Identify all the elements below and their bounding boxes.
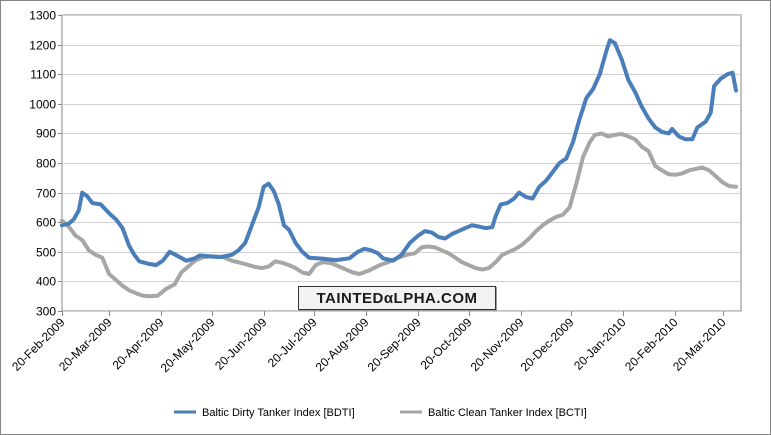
y-tick-label: 300: [36, 305, 56, 319]
y-axis-ticks: 300 400 500 600 700 800 900 1000 1100 1200 1300: [29, 9, 62, 319]
legend-label: Baltic Clean Tanker Index [BCTI]: [428, 407, 587, 419]
x-tick-label: 20-Jan-2010: [571, 315, 629, 373]
y-tick-label: 1300: [29, 9, 56, 23]
x-tick-label: 20-Aug-2009: [313, 315, 372, 374]
y-tick-label: 900: [36, 127, 56, 141]
y-tick-label: 1100: [30, 68, 56, 82]
gridlines: [61, 14, 742, 312]
y-tick-label: 700: [36, 187, 56, 201]
legend: Baltic Dirty Tanker Index [BDTI] Baltic C…: [174, 407, 587, 419]
x-axis-ticks: 20-Feb-200920-Mar-200920-Apr-200920-May-…: [9, 311, 729, 375]
x-tick-label: 20-Sep-2009: [365, 315, 424, 374]
y-tick-label: 800: [36, 157, 56, 171]
legend-label: Baltic Dirty Tanker Index [BDTI]: [202, 407, 355, 419]
series-layer: [60, 38, 738, 299]
series-line-1: [60, 131, 738, 299]
x-tick-label: 20-Oct-2009: [418, 315, 475, 372]
y-tick-label: 1000: [29, 98, 56, 112]
y-tick-label: 1200: [29, 39, 56, 53]
series-line-0: [60, 38, 738, 268]
watermark-text: TAINTEDαLPHA.COM: [316, 289, 478, 307]
y-tick-label: 500: [36, 246, 56, 260]
x-tick-label: 20-Dec-2009: [518, 315, 577, 374]
y-tick-label: 600: [36, 216, 56, 230]
x-tick-label: 20-May-2009: [158, 315, 218, 375]
x-tick-label: 20-Jul-2009: [265, 315, 320, 370]
y-tick-label: 400: [36, 275, 56, 289]
x-tick-label: 20-Jun-2009: [212, 315, 270, 373]
watermark-logo: TAINTEDαLPHA.COM: [298, 286, 496, 310]
